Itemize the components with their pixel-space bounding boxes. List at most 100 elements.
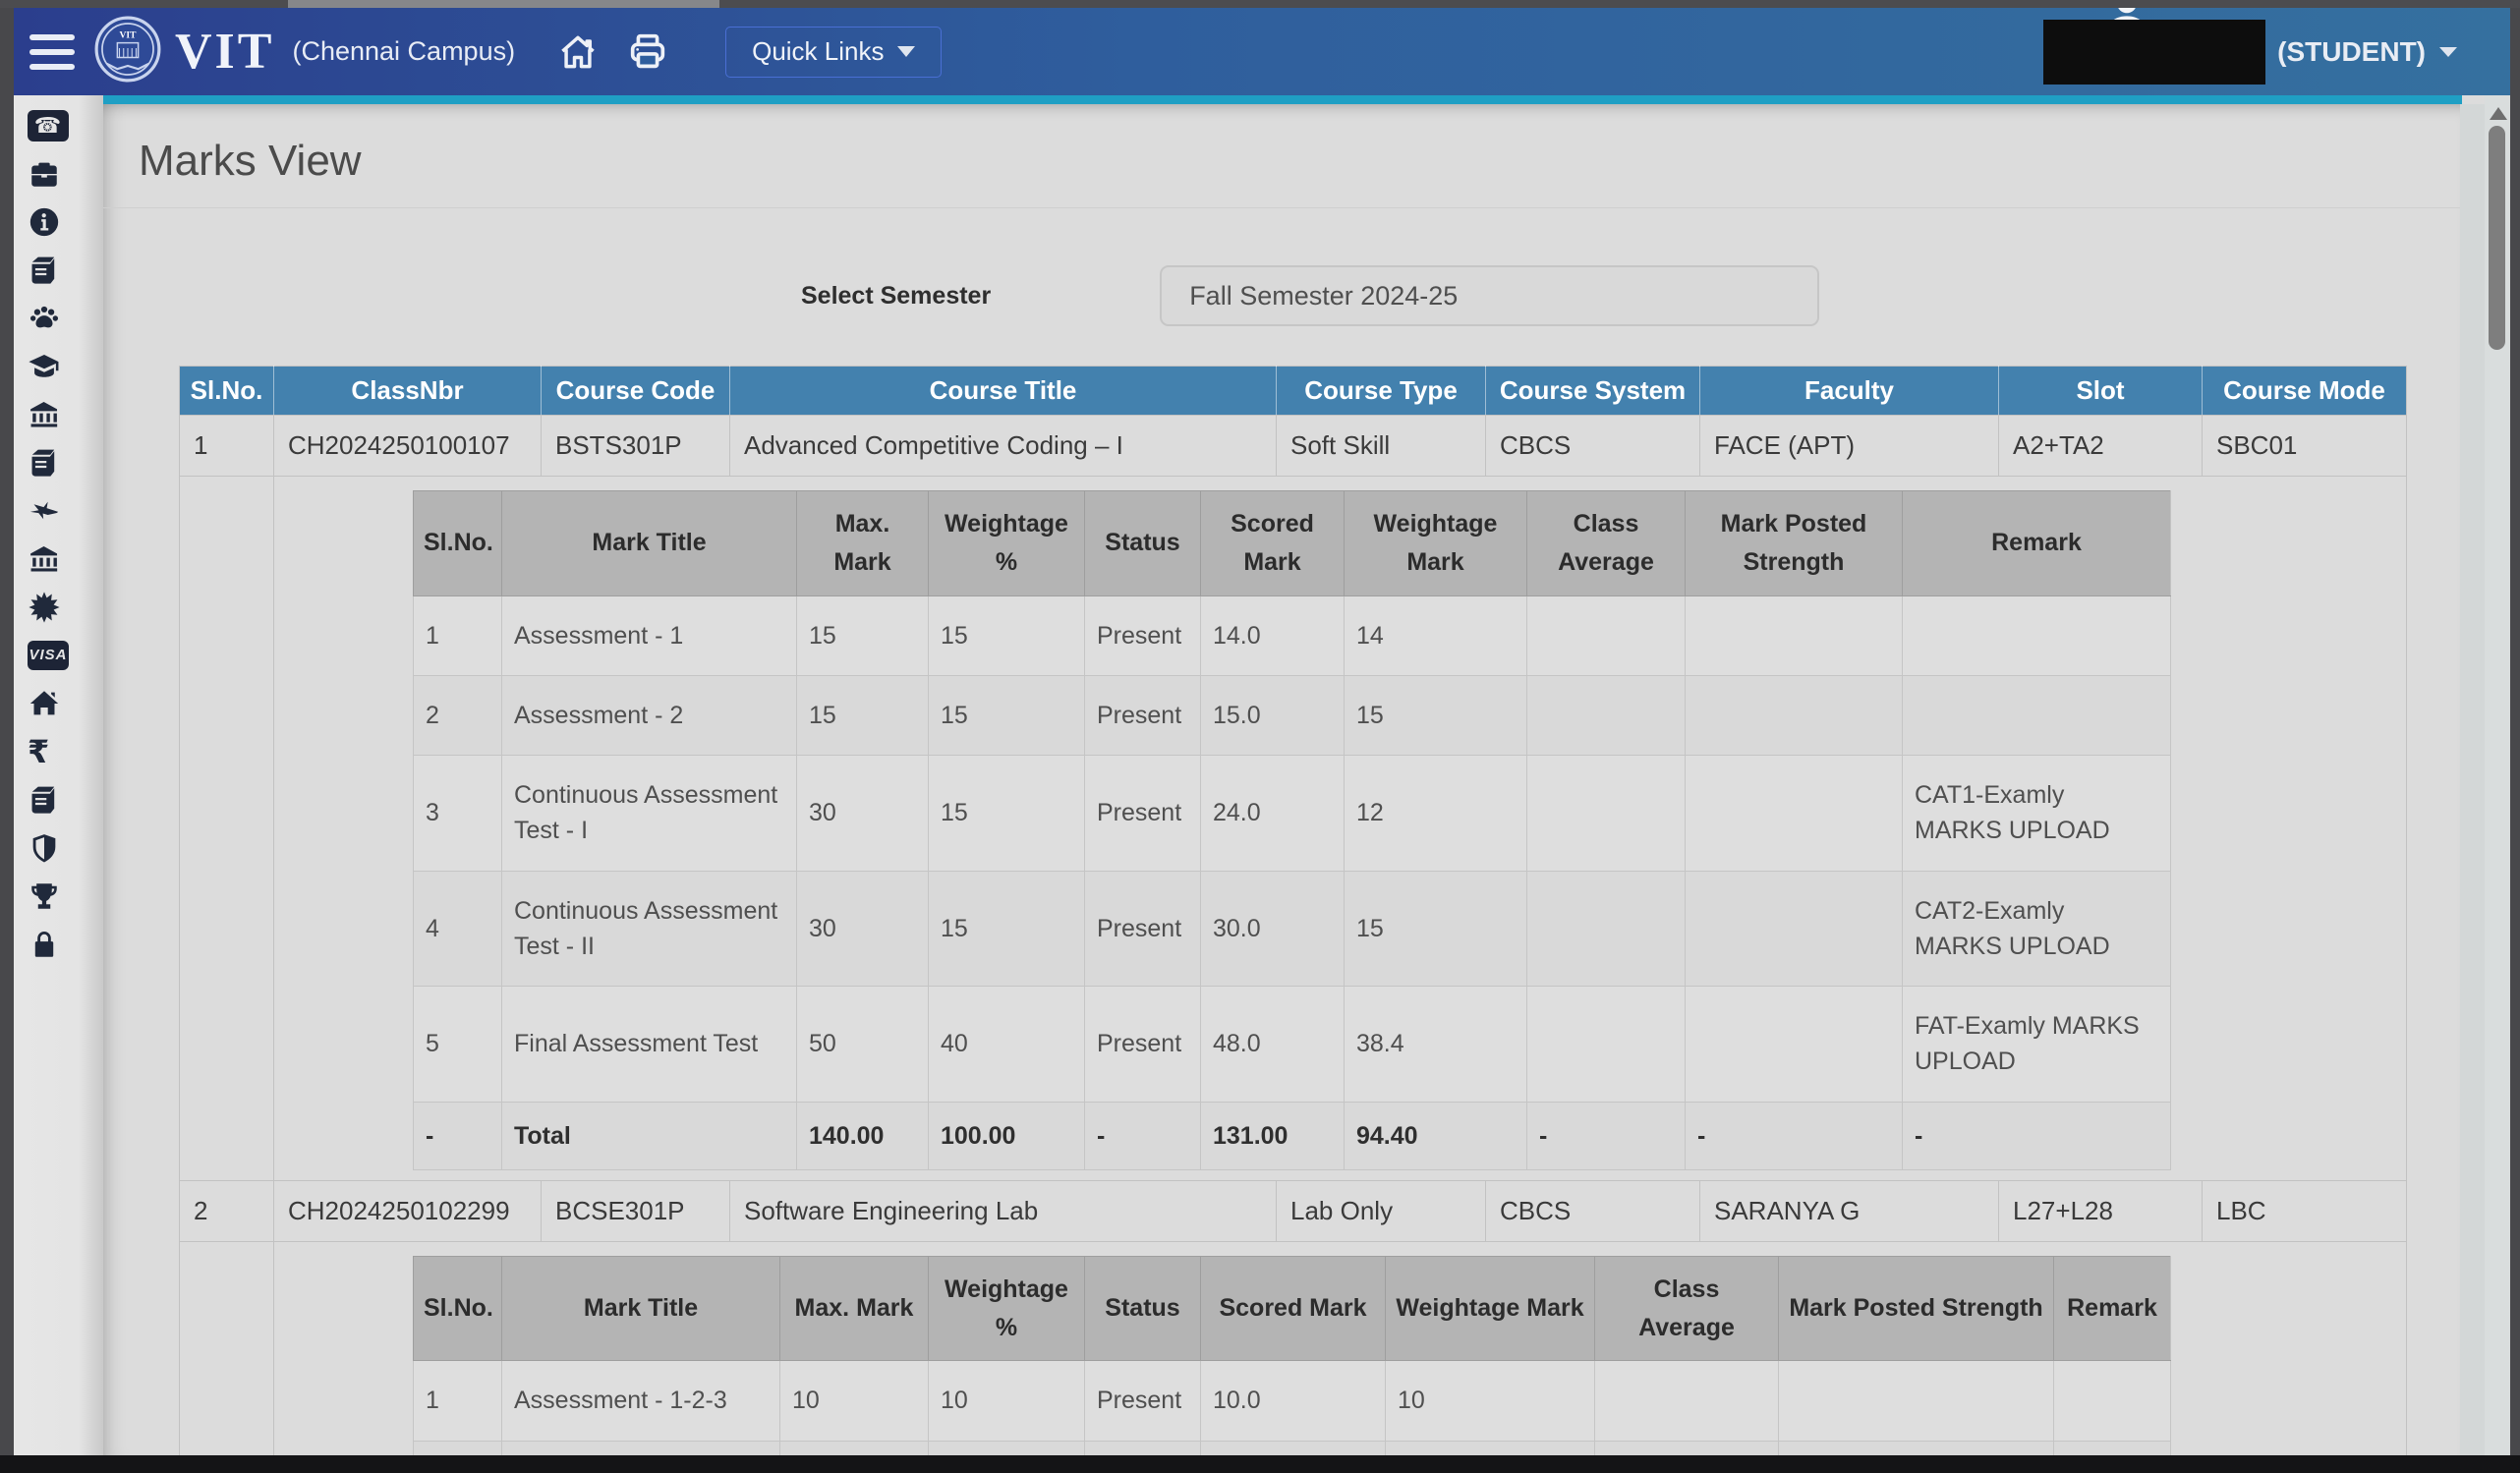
course-cell: 2 — [180, 1180, 274, 1241]
marks-header-row: Sl.No.Mark TitleMax. MarkWeightage %Stat… — [414, 491, 2171, 596]
marks-cell: Present — [1085, 595, 1201, 675]
window-tab-hint — [288, 0, 719, 8]
courses-table: Sl.No.ClassNbrCourse CodeCourse TitleCou… — [179, 366, 2407, 1455]
marks-cell: 15 — [929, 871, 1085, 987]
marks-cell — [2054, 1361, 2171, 1441]
semester-selector-row: Select Semester Fall Semester 2024-25 — [103, 265, 2460, 326]
user-menu[interactable]: (STUDENT) — [2277, 36, 2457, 68]
quick-links-button[interactable]: Quick Links — [725, 27, 942, 78]
home-icon[interactable] — [28, 679, 83, 727]
marks-cell: Present — [1085, 756, 1201, 872]
marks-total-row: -Total140.00100.00-131.0094.40--- — [414, 1102, 2171, 1169]
semester-select-value: Fall Semester 2024-25 — [1189, 281, 1458, 312]
home-nav-icon[interactable] — [556, 30, 600, 74]
teal-accent-strip — [103, 95, 2462, 104]
book-icon[interactable] — [28, 246, 83, 294]
marks-cell: 10 — [929, 1441, 1085, 1455]
badge-icon[interactable] — [28, 583, 83, 631]
marks-cell — [1527, 871, 1686, 987]
page-title: Marks View — [103, 104, 2460, 183]
bank-icon-2[interactable] — [28, 535, 83, 583]
scrollbar[interactable] — [2485, 95, 2510, 1455]
jet-icon[interactable] — [28, 486, 83, 535]
marks-cell — [2054, 1441, 2171, 1455]
course-cell: A2+TA2 — [1999, 416, 2203, 477]
trophy-icon[interactable] — [28, 872, 83, 920]
marks-cell — [1686, 595, 1903, 675]
marks-cell: 10.0 — [1201, 1441, 1386, 1455]
book-icon-3[interactable] — [28, 775, 83, 823]
hamburger-menu-icon[interactable] — [29, 34, 77, 70]
marks-cell: 30 — [797, 756, 929, 872]
marks-cell: CAT1-Examly MARKS UPLOAD — [1903, 756, 2171, 872]
marks-column-header: Scored Mark — [1201, 491, 1345, 596]
scrollbar-thumb[interactable] — [2489, 126, 2505, 350]
marks-column-header: Weightage Mark — [1345, 491, 1527, 596]
marks-cell: 1 — [414, 595, 502, 675]
marks-cell — [1686, 675, 1903, 755]
select-semester-label: Select Semester — [801, 282, 991, 311]
campus-label: (Chennai Campus) — [292, 36, 515, 67]
book-icon-2[interactable] — [28, 438, 83, 486]
total-cell: 94.40 — [1345, 1102, 1527, 1169]
phone-icon[interactable]: ☎ — [28, 101, 83, 149]
marks-column-header: Sl.No. — [414, 491, 502, 596]
semester-select[interactable]: Fall Semester 2024-25 — [1160, 265, 1819, 326]
browser-window: VIT VIT (Chennai Campus) Quick Links — [0, 0, 2520, 1473]
marks-cell — [1527, 595, 1686, 675]
column-header: Course Title — [730, 367, 1277, 416]
course-cell: Advanced Competitive Coding – I — [730, 416, 1277, 477]
marks-cell — [1779, 1361, 2054, 1441]
marks-cell: 15 — [929, 756, 1085, 872]
lock-icon[interactable] — [28, 920, 83, 968]
marks-column-header: Sl.No. — [414, 1256, 502, 1361]
window-frame-bottom — [0, 1455, 2520, 1473]
course-cell: L27+L28 — [1999, 1180, 2203, 1241]
total-cell: - — [1903, 1102, 2171, 1169]
marks-cell: CAT2-Examly MARKS UPLOAD — [1903, 871, 2171, 987]
marks-cell: 40 — [929, 987, 1085, 1103]
total-cell: 131.00 — [1201, 1102, 1345, 1169]
courses-header-row: Sl.No.ClassNbrCourse CodeCourse TitleCou… — [180, 367, 2407, 416]
briefcase-icon[interactable] — [28, 149, 83, 198]
scrollbar-up-arrow[interactable] — [2490, 107, 2507, 120]
graduation-cap-icon[interactable] — [28, 342, 83, 390]
info-icon[interactable] — [28, 198, 83, 246]
total-cell: - — [1686, 1102, 1903, 1169]
marks-cell — [1527, 987, 1686, 1103]
marks-cell: 12 — [1345, 756, 1527, 872]
course-cell: CBCS — [1486, 1180, 1700, 1241]
marks-column-header: Class Average — [1527, 491, 1686, 596]
marks-cell — [1527, 675, 1686, 755]
marks-row: 1Assessment - 1-2-31010Present10.010 — [414, 1361, 2171, 1441]
marks-cell — [1527, 756, 1686, 872]
marks-column-header: Remark — [1903, 491, 2171, 596]
shield-icon[interactable] — [28, 823, 83, 872]
marks-table-container: Sl.No.Mark TitleMax. MarkWeightage %Stat… — [274, 477, 2407, 1181]
bank-icon[interactable] — [28, 390, 83, 438]
visa-card-icon[interactable]: VISA — [28, 631, 83, 679]
marks-cell: Assessment - 1-2-3 — [502, 1361, 780, 1441]
vit-seal-logo: VIT — [94, 16, 161, 87]
paw-icon[interactable] — [28, 294, 83, 342]
total-cell: 100.00 — [929, 1102, 1085, 1169]
marks-cell: FAT-Examly MARKS UPLOAD — [1903, 987, 2171, 1103]
marks-cell: 1 — [414, 1361, 502, 1441]
rupee-icon[interactable]: ₹ — [28, 727, 83, 775]
window-frame-right — [2510, 8, 2520, 1473]
chevron-down-icon — [2439, 47, 2457, 57]
window-frame-top — [0, 0, 2520, 8]
marks-column-header: Weightage % — [929, 491, 1085, 596]
page-header-block: Marks View — [103, 104, 2460, 208]
course-cell: CBCS — [1486, 416, 1700, 477]
marks-cell: 38.4 — [1345, 987, 1527, 1103]
brand-text: VIT — [175, 23, 274, 81]
marks-cell — [1779, 1441, 2054, 1455]
print-icon[interactable] — [625, 29, 670, 75]
marks-cell: Present — [1085, 675, 1201, 755]
marks-cell: 15 — [797, 675, 929, 755]
marks-cell — [1903, 595, 2171, 675]
marks-cell: 2 — [414, 675, 502, 755]
course-cell: CH2024250102299 — [274, 1180, 542, 1241]
marks-cell: 3 — [414, 756, 502, 872]
